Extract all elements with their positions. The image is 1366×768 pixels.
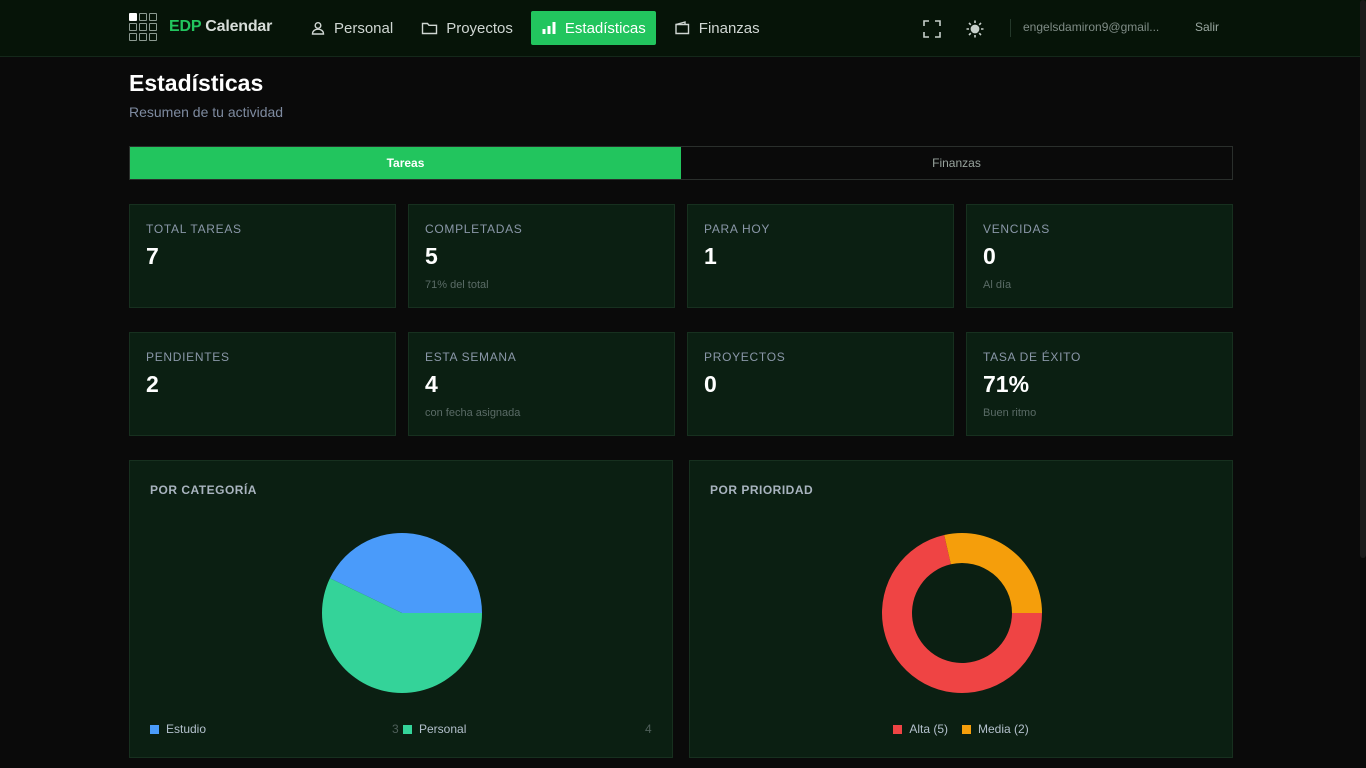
priority-chart-title: POR PRIORIDAD (710, 483, 814, 497)
stat-label: Para hoy (704, 222, 771, 236)
stat-card-tasa-exito: Tasa de éxito 71% Buen ritmo (966, 332, 1233, 436)
nav-personal-label: Personal (334, 19, 394, 37)
stat-note: 71% del total (425, 279, 489, 291)
legend-item-media[interactable]: Media (2) (962, 722, 1029, 736)
stat-note: con fecha asignada (425, 407, 521, 419)
app-logo[interactable]: EDP Calendar (129, 13, 272, 41)
stat-label: Pendientes (146, 350, 230, 364)
legend-item-estudio[interactable]: Estudio (150, 722, 206, 736)
user-email: engelsdamiron9@gmail... (1023, 20, 1160, 34)
slice-personal[interactable] (322, 578, 482, 693)
wallet-icon (675, 21, 689, 35)
page-scrollbar[interactable] (1360, 0, 1366, 558)
sun-icon (966, 20, 984, 37)
legend-swatch (150, 724, 159, 734)
top-navbar: EDP Calendar Personal Proyectos Estadíst… (0, 0, 1366, 57)
tab-finanzas[interactable]: Finanzas (932, 156, 981, 170)
theme-button[interactable] (962, 16, 988, 42)
nav-estadisticas-label: Estadísticas (564, 19, 646, 37)
folder-icon (422, 22, 438, 35)
legend-label: Estudio (166, 722, 207, 736)
stat-value: 0 (704, 371, 717, 397)
stat-value: 1 (704, 243, 717, 269)
nav-proyectos-label: Proyectos (446, 19, 513, 37)
stat-note: Al día (983, 279, 1012, 291)
nav-estadisticas[interactable]: Estadísticas (530, 11, 656, 45)
legend-count: 3 (392, 722, 399, 736)
stat-card-completadas: Completadas 5 71% del total (408, 204, 675, 308)
legend-item-alta[interactable]: Alta (5) (893, 722, 948, 736)
page-title: Estadísticas (129, 70, 264, 96)
stat-value: 0 (983, 243, 996, 269)
legend-item-personal[interactable]: Personal (403, 722, 466, 736)
user-icon (311, 22, 325, 35)
slice-estudio[interactable] (329, 533, 482, 613)
stat-label: Proyectos (704, 350, 786, 364)
bar-chart-icon (542, 22, 556, 34)
logo-grid-icon (129, 13, 157, 41)
priority-chart-panel: POR PRIORIDAD Alta (5) Media (2) (689, 460, 1233, 758)
stat-card-total: Total tareas 7 (129, 204, 396, 308)
stat-value: 2 (146, 371, 159, 397)
brand-name: EDP Calendar (169, 18, 272, 36)
stat-note: Buen ritmo (983, 407, 1037, 419)
legend-swatch (403, 724, 412, 734)
legend-swatch (893, 724, 903, 734)
stat-value: 4 (425, 371, 438, 397)
stat-card-vencidas: Vencidas 0 Al día (966, 204, 1233, 308)
slice-media[interactable] (944, 533, 1042, 613)
brand-rest: Calendar (205, 18, 273, 35)
stat-value: 71% (983, 371, 1030, 397)
header-divider (1010, 19, 1011, 37)
slice-alta[interactable] (882, 535, 1042, 693)
category-pie-chart (322, 533, 482, 693)
stat-label: Completadas (425, 222, 523, 236)
stats-tabs: Tareas Finanzas (129, 146, 1233, 180)
logout-button[interactable]: Salir (1195, 20, 1220, 34)
stat-card-proyectos: Proyectos 0 (687, 332, 954, 436)
legend-label: Personal (419, 722, 467, 736)
stat-card-esta-semana: Esta semana 4 con fecha asignada (408, 332, 675, 436)
priority-donut-chart (882, 533, 1042, 693)
stat-value: 5 (425, 243, 438, 269)
legend-label: Alta (5) (909, 722, 948, 736)
legend-count: 4 (645, 722, 652, 736)
nav-proyectos[interactable]: Proyectos (411, 11, 523, 45)
stat-label: Tasa de éxito (983, 350, 1082, 364)
stat-label: Vencidas (983, 222, 1050, 236)
nav-finanzas[interactable]: Finanzas (664, 11, 770, 45)
stat-value: 7 (146, 243, 159, 269)
fullscreen-button[interactable] (919, 16, 945, 42)
category-chart-panel: POR CATEGORÍA Estudio 3 Personal 4 (129, 460, 673, 758)
main-nav: Personal Proyectos Estadísticas Finanzas (300, 11, 778, 45)
nav-finanzas-label: Finanzas (698, 19, 760, 37)
fullscreen-toggle[interactable] (919, 0, 945, 57)
stat-card-para-hoy: Para hoy 1 (687, 204, 954, 308)
brand-accent: EDP (169, 18, 202, 35)
legend-swatch (962, 724, 971, 734)
stat-card-pendientes: Pendientes 2 (129, 332, 396, 436)
stat-label: Esta semana (425, 350, 517, 364)
legend-label: Media (2) (978, 722, 1029, 736)
fullscreen-icon (923, 19, 941, 38)
category-chart-title: POR CATEGORÍA (150, 483, 257, 497)
theme-toggle[interactable] (962, 0, 988, 57)
stat-label: Total tareas (146, 222, 242, 236)
priority-legend: Alta (5) Media (2) (710, 722, 1212, 736)
nav-personal[interactable]: Personal (300, 11, 403, 45)
tab-tareas[interactable]: Tareas (130, 147, 681, 179)
page-subtitle: Resumen de tu actividad (129, 104, 284, 120)
